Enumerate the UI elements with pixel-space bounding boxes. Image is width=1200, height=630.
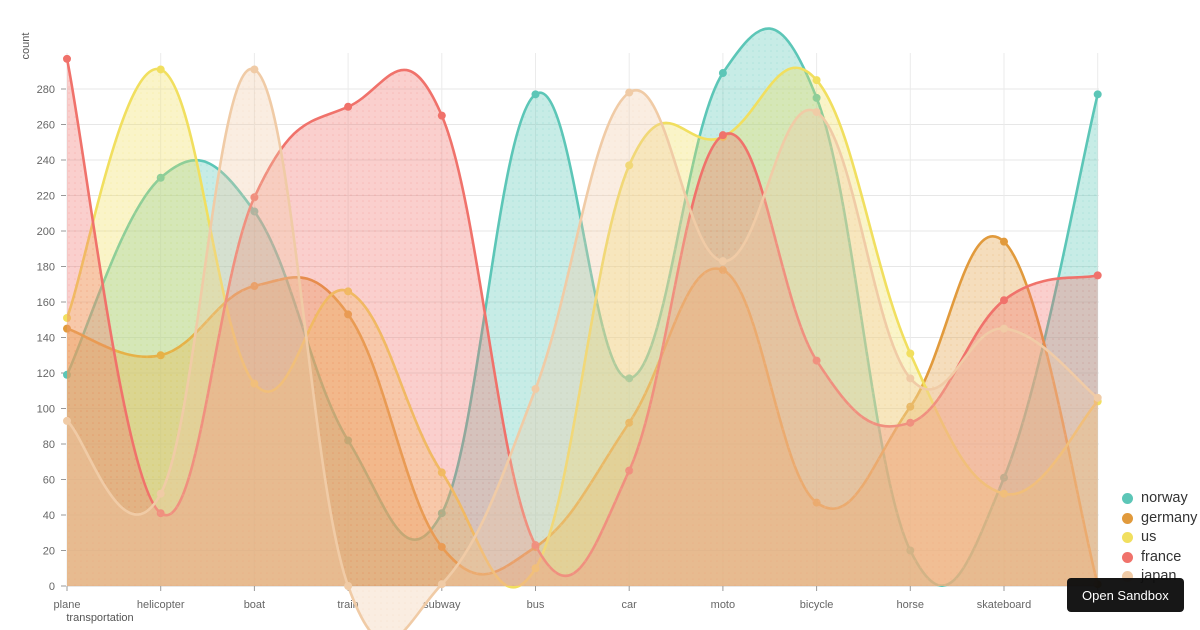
y-tick-label: 80	[43, 439, 55, 451]
y-tick-label: 260	[37, 120, 55, 132]
legend-marker-icon	[1122, 571, 1133, 583]
series-japan-point[interactable]	[63, 416, 71, 425]
series-japan[interactable]	[63, 65, 1102, 630]
series-japan-point[interactable]	[531, 384, 540, 393]
series-norway-point[interactable]	[718, 69, 727, 78]
legend-item-germany[interactable]: germany	[1122, 509, 1197, 529]
series-japan-line[interactable]	[65, 67, 1099, 630]
x-tick-label: subway	[423, 599, 461, 611]
open-sandbox-button[interactable]: Open Sandbox	[1067, 578, 1184, 612]
series-france-point[interactable]	[1093, 271, 1102, 280]
y-tick-label: 20	[43, 546, 55, 558]
x-tick-label: boat	[244, 599, 265, 611]
series-japan-point[interactable]	[156, 489, 165, 498]
y-tick-label: 280	[37, 84, 55, 96]
series-japan-point[interactable]	[718, 257, 727, 266]
y-tick-label: 60	[43, 475, 55, 487]
series-japan-point[interactable]	[1093, 393, 1102, 402]
legend-label: germany	[1141, 509, 1198, 526]
series-japan-point[interactable]	[812, 108, 821, 117]
axes: 0 20 40 60 80 100 120 140 160 180 200 220 240 260 280 p…	[37, 84, 1099, 611]
y-tick-label: 160	[37, 297, 55, 309]
series-japan-area-decal	[67, 69, 1098, 630]
series-france-point[interactable]	[344, 102, 353, 111]
series-france-point[interactable]	[437, 111, 446, 120]
y-tick-label: 180	[37, 262, 55, 274]
y-tick-label: 240	[37, 155, 55, 167]
x-tick-label: horse	[897, 599, 925, 611]
y-tick-label: 100	[37, 404, 55, 416]
legend-item-us[interactable]: us	[1122, 528, 1197, 548]
series-japan-point[interactable]	[437, 580, 446, 589]
y-tick-label: 120	[37, 368, 55, 380]
y-axis-title: count	[20, 32, 32, 60]
legend-item-norway[interactable]: norway	[1122, 489, 1197, 509]
x-tick-label: bus	[527, 599, 545, 611]
x-tick-label: plane	[54, 599, 81, 611]
legend-label: france	[1141, 548, 1182, 565]
legend-marker-icon	[1122, 512, 1133, 524]
series-france-point[interactable]	[1000, 296, 1008, 305]
legend-marker-icon	[1122, 551, 1133, 563]
y-tick-label: 220	[37, 191, 55, 203]
legend: norway germany us france japan	[1122, 489, 1197, 587]
y-tick-label: 140	[37, 333, 55, 345]
series-norway-point[interactable]	[1093, 90, 1102, 99]
series-france-point[interactable]	[63, 54, 71, 63]
x-tick-label: helicopter	[137, 599, 185, 611]
series-japan-point[interactable]	[1000, 324, 1008, 333]
legend-marker-icon	[1122, 493, 1133, 505]
x-tick-label: moto	[711, 599, 735, 611]
x-tick-label: car	[622, 599, 638, 611]
series-japan-point[interactable]	[250, 65, 259, 74]
y-tick-label: 0	[49, 581, 55, 593]
series-us-point[interactable]	[906, 349, 915, 358]
legend-item-france[interactable]: france	[1122, 548, 1197, 568]
legend-label: norway	[1141, 490, 1188, 506]
series-japan-point[interactable]	[906, 374, 915, 383]
x-tick-label: bicycle	[800, 599, 834, 611]
y-tick-label: 200	[37, 226, 55, 238]
series-norway-point[interactable]	[531, 90, 540, 99]
x-axis-title: transportation	[66, 612, 134, 624]
legend-label: us	[1141, 529, 1157, 545]
legend-marker-icon	[1122, 532, 1133, 544]
series-japan-point[interactable]	[625, 88, 634, 97]
series-us-point[interactable]	[812, 76, 821, 85]
series-us-point[interactable]	[156, 65, 165, 74]
y-tick-label: 40	[43, 510, 55, 522]
series-japan-point[interactable]	[344, 582, 353, 590]
x-tick-label: skateboard	[977, 599, 1031, 611]
series-germany-point[interactable]	[1000, 237, 1008, 246]
series-france-point[interactable]	[718, 131, 727, 140]
